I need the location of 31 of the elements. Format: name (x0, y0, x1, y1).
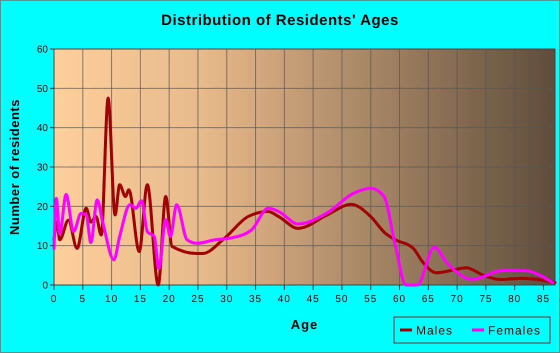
x-tick-label: 15 (134, 294, 147, 305)
x-tick-label: 50 (335, 294, 348, 305)
y-tick-label: 20 (36, 202, 48, 213)
y-tick-label: 0 (42, 280, 48, 292)
chart-title: Distribution of Residents' Ages (161, 12, 399, 29)
x-tick-label: 45 (306, 294, 320, 305)
x-tick-label: 20 (162, 294, 176, 305)
y-tick-label: 50 (36, 84, 48, 95)
x-tick-label: 70 (450, 294, 464, 305)
legend-label: Females (488, 324, 542, 338)
x-tick-label: 55 (364, 294, 378, 305)
x-tick-label: 0 (50, 294, 58, 305)
x-tick-label: 85 (536, 294, 550, 305)
x-tick-label: 60 (392, 294, 406, 305)
line-series (52, 186, 554, 286)
x-tick-label: 40 (278, 294, 291, 305)
x-tick-label: 75 (479, 294, 492, 305)
y-tick-label: 30 (36, 162, 48, 174)
x-tick-label: 65 (422, 294, 435, 305)
y-axis-title: Number of residents (7, 99, 22, 235)
x-tick-label: 10 (105, 294, 118, 305)
x-axis-title: Age (290, 317, 318, 332)
y-tick-label: 10 (36, 241, 48, 252)
y-tick-label: 40 (36, 123, 48, 134)
legend-label: Males (416, 324, 454, 338)
x-tick-label: 35 (248, 294, 262, 305)
x-tick-label: 5 (80, 294, 86, 305)
x-tick-label: 25 (191, 294, 205, 305)
x-tick-label: 30 (220, 294, 234, 305)
x-tick-label: 80 (508, 294, 522, 305)
y-tick-label: 60 (36, 44, 48, 56)
